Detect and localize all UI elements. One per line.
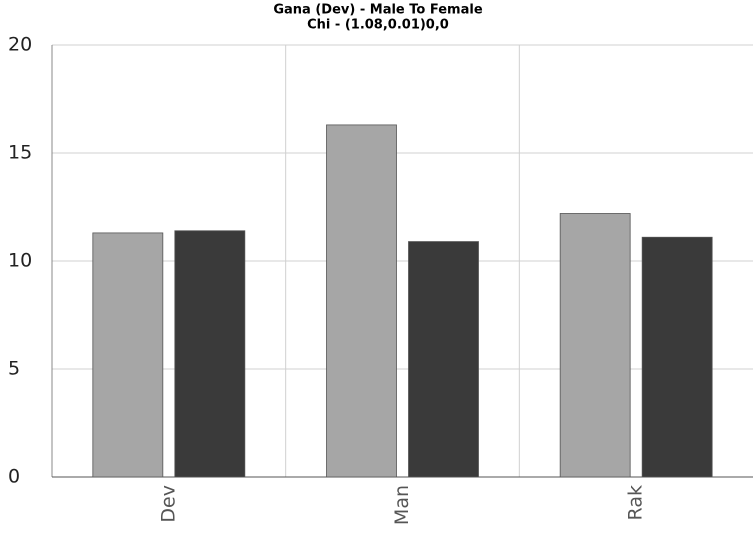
y-tick-label: 0 <box>8 466 20 488</box>
chart-subtitle: Chi - (1.08,0.01)0,0 <box>307 18 449 33</box>
y-tick-label: 5 <box>8 358 20 380</box>
x-tick-label: Dev <box>157 485 179 523</box>
bar <box>174 230 246 478</box>
bar <box>559 213 631 478</box>
x-tick-label: Rak <box>625 485 647 520</box>
bar <box>641 236 713 478</box>
y-tick-label: 20 <box>8 34 32 56</box>
x-tick-label: Man <box>391 485 413 525</box>
chart-title: Gana (Dev) - Male To Female <box>273 3 482 18</box>
bar <box>326 124 397 478</box>
y-tick-label: 10 <box>8 250 32 272</box>
y-tick-label: 15 <box>8 142 32 164</box>
bar <box>408 241 479 478</box>
bar <box>92 232 164 478</box>
